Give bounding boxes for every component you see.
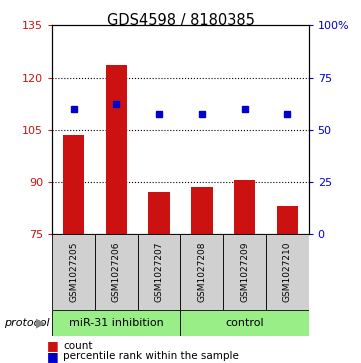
Text: protocol: protocol bbox=[4, 318, 49, 328]
Text: miR-31 inhibition: miR-31 inhibition bbox=[69, 318, 164, 328]
Bar bbox=[277, 206, 298, 234]
Text: ▶: ▶ bbox=[36, 317, 46, 330]
Text: control: control bbox=[225, 318, 264, 328]
Bar bbox=[266, 234, 309, 310]
Bar bbox=[180, 310, 309, 336]
Text: GSM1027205: GSM1027205 bbox=[69, 242, 78, 302]
Text: GDS4598 / 8180385: GDS4598 / 8180385 bbox=[106, 13, 255, 28]
Bar bbox=[223, 234, 266, 310]
Text: GSM1027207: GSM1027207 bbox=[155, 242, 164, 302]
Text: GSM1027206: GSM1027206 bbox=[112, 242, 121, 302]
Text: GSM1027208: GSM1027208 bbox=[197, 242, 206, 302]
Text: GSM1027210: GSM1027210 bbox=[283, 242, 292, 302]
Text: ■: ■ bbox=[47, 350, 59, 363]
Bar bbox=[148, 192, 170, 234]
Bar bbox=[52, 234, 95, 310]
Text: percentile rank within the sample: percentile rank within the sample bbox=[63, 351, 239, 362]
Bar bbox=[180, 234, 223, 310]
Bar bbox=[191, 187, 213, 234]
Bar bbox=[106, 65, 127, 234]
Text: ■: ■ bbox=[47, 339, 59, 352]
Bar bbox=[138, 234, 180, 310]
Text: GSM1027209: GSM1027209 bbox=[240, 242, 249, 302]
Bar bbox=[234, 180, 255, 234]
Bar bbox=[52, 310, 180, 336]
Bar bbox=[63, 135, 84, 234]
Text: count: count bbox=[63, 340, 93, 351]
Bar bbox=[95, 234, 138, 310]
